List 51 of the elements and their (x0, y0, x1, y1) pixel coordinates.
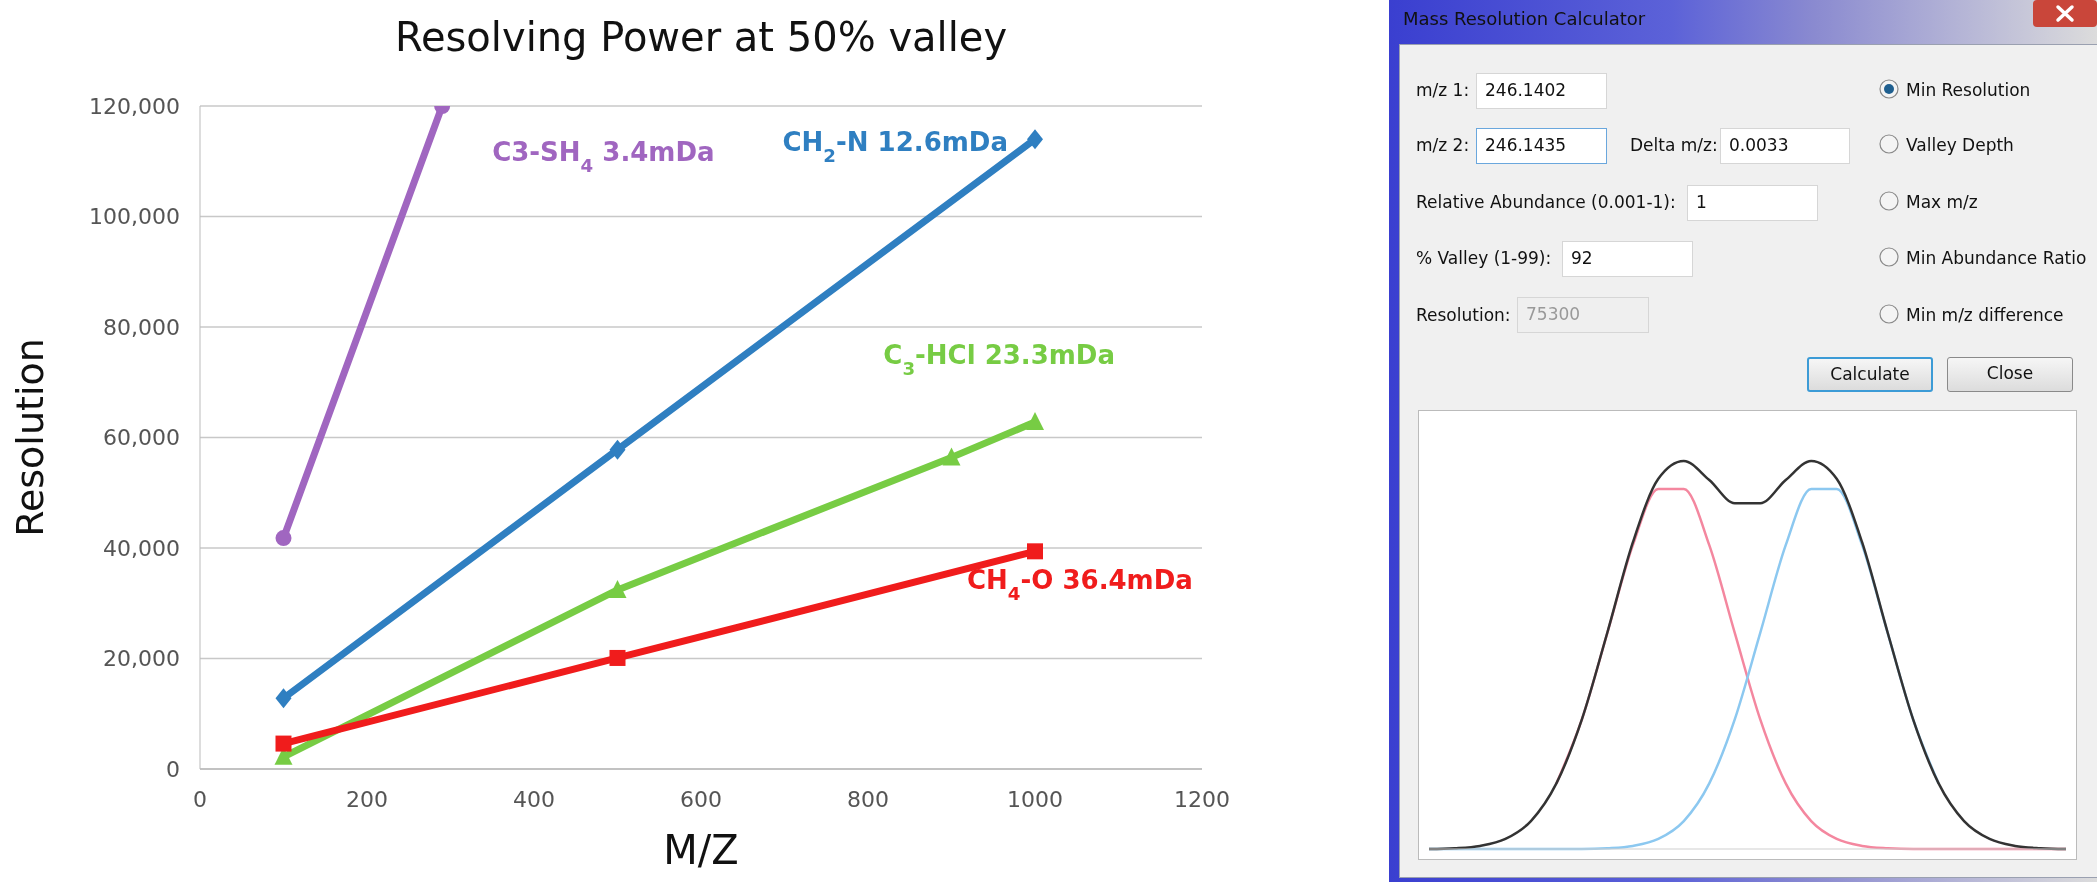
x-tick-label: 0 (193, 786, 207, 812)
text: 1 (1687, 185, 1818, 221)
y-tick-label: 100,000 (89, 204, 180, 230)
y-axis-title: Resolution (8, 338, 53, 537)
point (609, 439, 626, 460)
x-tick-label: 600 (680, 786, 722, 812)
x-tick-label: 1200 (1174, 786, 1230, 812)
y-tick-label: 60,000 (103, 425, 180, 451)
y-tick-label: 80,000 (103, 314, 180, 340)
text: C$_{3}$-HCl 23.3mDa (883, 340, 1115, 379)
series-label: CH$_{2}$-N 12.6mDa (782, 127, 1008, 166)
point (942, 447, 961, 466)
y-tick-label: 40,000 (103, 535, 180, 561)
text: Valley Depth (1906, 135, 2014, 155)
series-label: C3-SH$_{4}$ 3.4mDa (492, 137, 715, 176)
text: Min m/z difference (1906, 305, 2064, 325)
text: Relative Abundance (0.001-1): (1416, 192, 1676, 212)
chart-title: Resolving Power at 50% valley (393, 14, 1009, 60)
text: Max m/z (1906, 192, 1978, 212)
text: 0.0033 (1720, 128, 1850, 164)
y-tick-label: 120,000 (89, 93, 180, 119)
point (609, 649, 626, 666)
point (275, 735, 292, 752)
point (1027, 543, 1043, 560)
text: m/z 2: (1416, 135, 1470, 155)
x-tick-label: 1000 (1007, 786, 1063, 812)
text: Min Abundance Ratio (1906, 248, 2087, 268)
text: 92 (1562, 241, 1693, 277)
y-tick-label: 20,000 (103, 646, 180, 672)
x-axis-title: M/Z (663, 827, 739, 873)
point (1026, 412, 1044, 431)
x-tick-label: 400 (513, 786, 555, 812)
text: 75300 (1517, 297, 1649, 333)
point (275, 530, 292, 547)
series-label: CH$_{4}$-O 36.4mDa (967, 565, 1193, 604)
text: % Valley (1-99): (1416, 248, 1552, 268)
text: Mass Resolution Calculator (1403, 8, 1646, 29)
text: 246.1435 (1476, 128, 1607, 164)
text: Min Resolution (1906, 80, 2031, 100)
text: 246.1402 (1476, 73, 1607, 109)
text: m/z 1: (1416, 80, 1470, 100)
x-tick-label: 800 (847, 786, 889, 812)
point (275, 688, 292, 709)
text: Delta m/z: (1630, 135, 1718, 155)
y-tick-label: 0 (166, 756, 180, 782)
x-tick-label: 200 (346, 786, 388, 812)
text: Calculate (1807, 357, 1933, 392)
point (1027, 129, 1043, 150)
text: Resolution: (1416, 305, 1511, 325)
point (608, 579, 627, 598)
text: Close (1947, 357, 2073, 392)
